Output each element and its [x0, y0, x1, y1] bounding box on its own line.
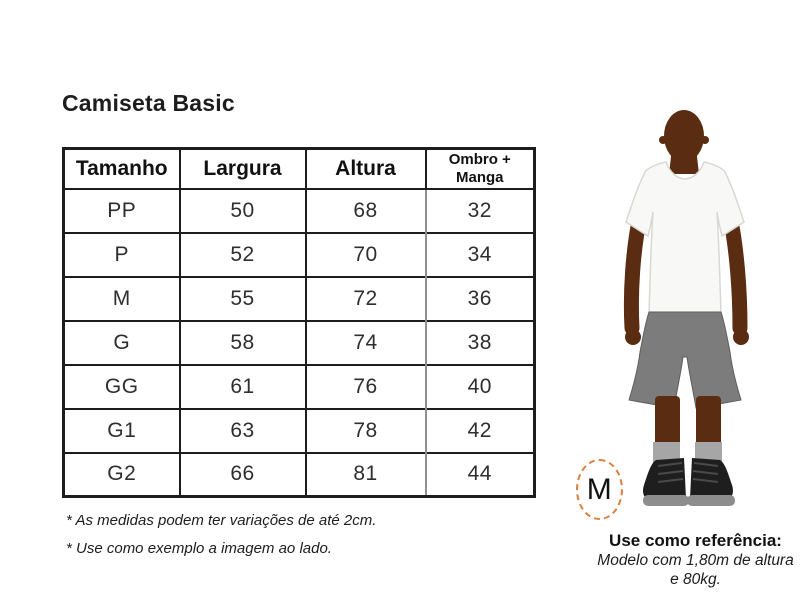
- cell-size: PP: [63, 187, 180, 233]
- model-size-badge: M: [576, 459, 623, 520]
- model-left-sole: [643, 495, 689, 506]
- measurement-variation-note: * As medidas podem ter variações de até …: [66, 512, 377, 529]
- cell-ombro-manga: 34: [424, 231, 535, 277]
- table-row: GG 61 76 40: [63, 363, 535, 409]
- cell-largura: 52: [178, 231, 306, 277]
- reference-line-1: Modelo com 1,80m de altura: [597, 552, 794, 569]
- table-header-row: Tamanho Largura Altura Ombro + Manga: [64, 148, 535, 189]
- col-header-ombro-line1: Ombro +: [448, 150, 511, 168]
- model-right-shoe-laces: [692, 462, 719, 483]
- model-left-hand: [625, 329, 641, 345]
- reference-heading: Use como referência:: [609, 531, 782, 550]
- table-row: M 55 72 36: [63, 275, 535, 321]
- col-header-largura: Largura: [178, 148, 306, 189]
- cell-largura: 50: [178, 187, 306, 233]
- cell-altura: 81: [304, 451, 426, 497]
- model-right-shoe: [690, 458, 733, 498]
- model-left-leg: [655, 396, 680, 450]
- cell-size: G2: [63, 451, 180, 497]
- model-head: [664, 110, 704, 162]
- model-left-arm: [623, 208, 648, 336]
- model-tshirt: [625, 161, 745, 315]
- cell-ombro-manga: 36: [424, 275, 535, 321]
- col-header-ombro-manga: Ombro + Manga: [424, 148, 535, 189]
- cell-altura: 78: [304, 407, 426, 453]
- size-table: Tamanho Largura Altura Ombro + Manga PP …: [62, 147, 536, 498]
- cell-altura: 68: [304, 187, 426, 233]
- model-right-hand: [733, 329, 749, 345]
- cell-largura: 55: [178, 275, 306, 321]
- cell-altura: 74: [304, 319, 426, 365]
- cell-ombro-manga: 32: [424, 187, 535, 233]
- table-row: PP 50 68 32: [63, 187, 535, 233]
- cell-ombro-manga: 38: [424, 319, 535, 365]
- col-header-ombro-line2: Manga: [455, 168, 504, 186]
- col-header-altura: Altura: [304, 148, 426, 189]
- cell-altura: 72: [304, 275, 426, 321]
- cell-size: GG: [63, 363, 180, 409]
- cell-size: M: [63, 275, 180, 321]
- table-row: G2 66 81 44: [63, 451, 535, 497]
- col-header-tamanho: Tamanho: [75, 156, 168, 180]
- model-left-ear: [659, 136, 667, 144]
- cell-ombro-manga: 40: [424, 363, 535, 409]
- model-right-sole: [687, 495, 735, 506]
- cell-largura: 63: [178, 407, 306, 453]
- cell-size: G: [63, 319, 180, 365]
- model-right-arm: [722, 208, 748, 336]
- cell-altura: 70: [304, 231, 426, 277]
- cell-ombro-manga: 44: [424, 451, 535, 497]
- model-left-shoe-laces: [657, 462, 684, 483]
- reference-line-2: e 80kg.: [670, 571, 721, 589]
- cell-largura: 61: [178, 363, 306, 409]
- model-right-leg: [696, 396, 721, 450]
- page-title: Camiseta Basic: [62, 90, 235, 116]
- cell-altura: 76: [304, 363, 426, 409]
- model-illustration: [623, 110, 749, 506]
- model-size-letter: M: [586, 472, 613, 506]
- cell-largura: 66: [178, 451, 306, 497]
- cell-size: P: [63, 231, 180, 277]
- cell-ombro-manga: 42: [424, 407, 535, 453]
- reference-block: Use como referência: Modelo com 1,80m de…: [588, 531, 802, 590]
- model-left-shoe: [643, 458, 686, 498]
- table-row: G1 63 78 42: [63, 407, 535, 453]
- model-shorts: [628, 311, 742, 409]
- example-image-note: * Use como exemplo a imagem ao lado.: [66, 540, 332, 557]
- table-row: P 52 70 34: [63, 231, 535, 277]
- cell-size: G1: [63, 407, 180, 453]
- cell-largura: 58: [178, 319, 306, 365]
- table-row: G 58 74 38: [63, 319, 535, 365]
- model-right-ear: [701, 136, 709, 144]
